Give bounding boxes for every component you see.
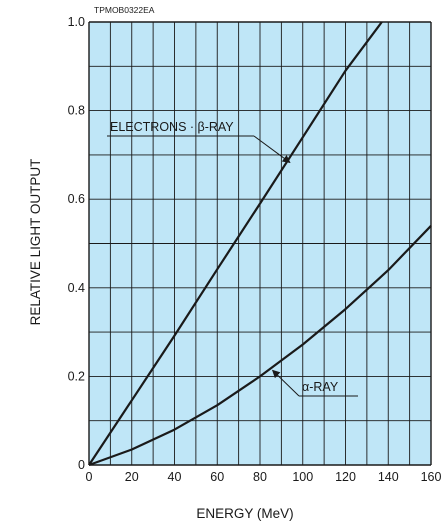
- x-tick-label: 140: [378, 470, 399, 484]
- alpha-label: α-RAY: [302, 380, 339, 394]
- y-tick-label: 0.4: [68, 281, 85, 295]
- annotations: ELECTRONS · β-RAY α-RAY: [107, 120, 358, 397]
- x-axis-title: ENERGY (MeV): [196, 506, 293, 521]
- electrons-label: ELECTRONS · β-RAY: [110, 120, 234, 134]
- annotation-arrow: [253, 135, 291, 164]
- grid: [88, 21, 432, 466]
- x-tick-label: 0: [86, 470, 93, 484]
- series-line-alpha: [88, 225, 432, 467]
- x-tick-label: 160: [421, 470, 442, 484]
- x-tick-label: 60: [210, 470, 224, 484]
- tick-labels: 0 20 40 60 80 100 120 140 160 0 0.2 0.4 0.6 0.8 1.0: [68, 15, 442, 484]
- y-tick-label: 1.0: [68, 15, 85, 29]
- x-tick-label: 120: [335, 470, 356, 484]
- annotation-arrow: [271, 369, 300, 397]
- y-tick-label: 0.2: [68, 369, 85, 383]
- x-tick-label: 20: [125, 470, 139, 484]
- y-tick-label: 0: [78, 458, 85, 472]
- y-tick-label: 0.8: [68, 104, 85, 118]
- x-tick-label: 100: [292, 470, 313, 484]
- series-group: [88, 21, 432, 467]
- x-tick-label: 40: [168, 470, 182, 484]
- y-axis-title: RELATIVE LIGHT OUTPUT: [28, 159, 43, 326]
- x-tick-label: 80: [253, 470, 267, 484]
- figure-code: TPMOB0322EA: [94, 5, 155, 15]
- series-line-electrons: [88, 21, 383, 466]
- y-tick-label: 0.6: [68, 192, 85, 206]
